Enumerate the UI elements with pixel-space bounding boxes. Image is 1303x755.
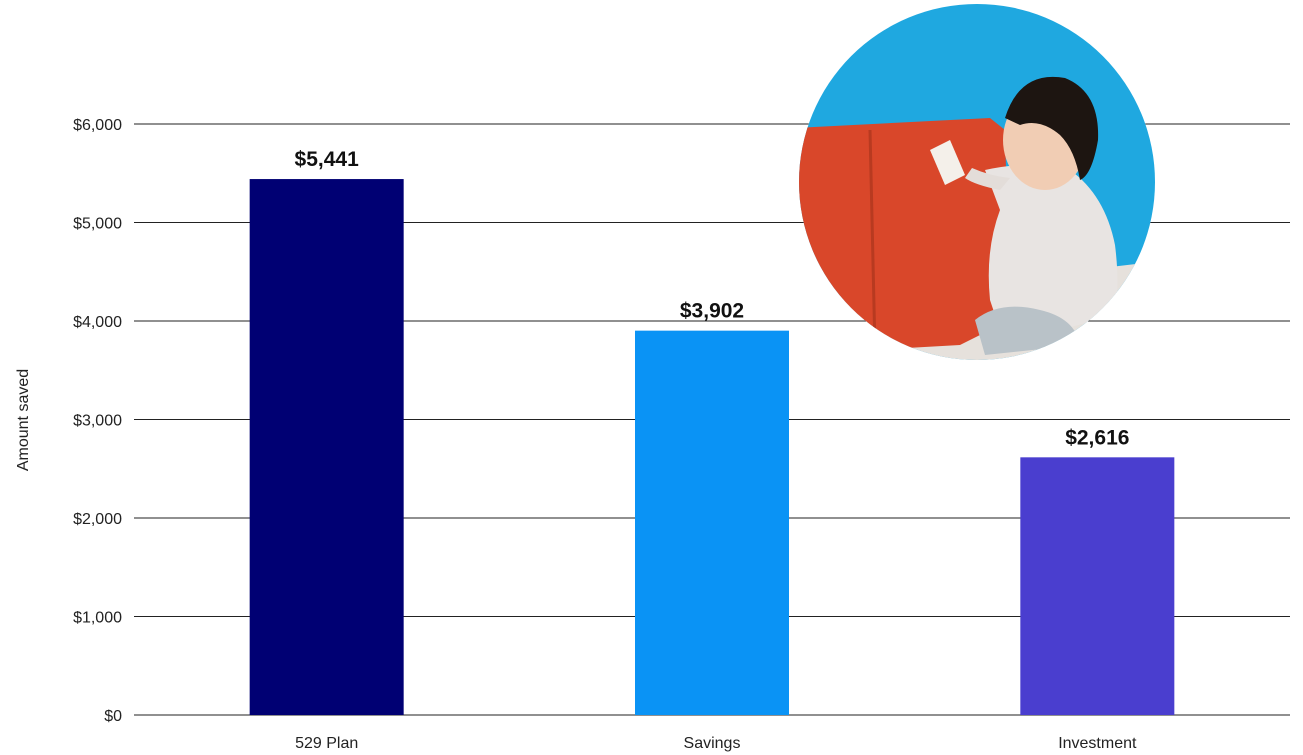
x-category-label: Savings <box>684 735 741 752</box>
y-axis-title: Amount saved <box>15 369 32 471</box>
y-tick-label: $5,000 <box>73 216 122 233</box>
y-tick-label: $4,000 <box>73 314 122 331</box>
y-tick-label: $3,000 <box>73 413 122 430</box>
data-label: $3,902 <box>680 300 744 323</box>
y-tick-label: $6,000 <box>73 117 122 134</box>
data-label: $2,616 <box>1065 426 1129 449</box>
data-labels: $5,441 $3,902 $2,616 <box>295 148 1130 449</box>
y-tick-label: $0 <box>104 708 122 725</box>
y-axis-ticks: $0 $1,000 $2,000 $3,000 $4,000 $5,000 $6,000 <box>73 117 122 725</box>
baby-with-gift-photo <box>799 4 1155 360</box>
x-axis-categories: 529 Plan Savings Investment <box>295 735 1137 752</box>
y-tick-label: $1,000 <box>73 610 122 627</box>
x-category-label: 529 Plan <box>295 735 358 752</box>
bar-529-plan <box>249 179 404 715</box>
data-label: $5,441 <box>295 148 360 171</box>
bar-savings <box>635 330 789 715</box>
bars <box>249 179 1175 715</box>
bar-investment <box>1020 457 1175 715</box>
y-tick-label: $2,000 <box>73 511 122 528</box>
x-category-label: Investment <box>1058 735 1137 752</box>
